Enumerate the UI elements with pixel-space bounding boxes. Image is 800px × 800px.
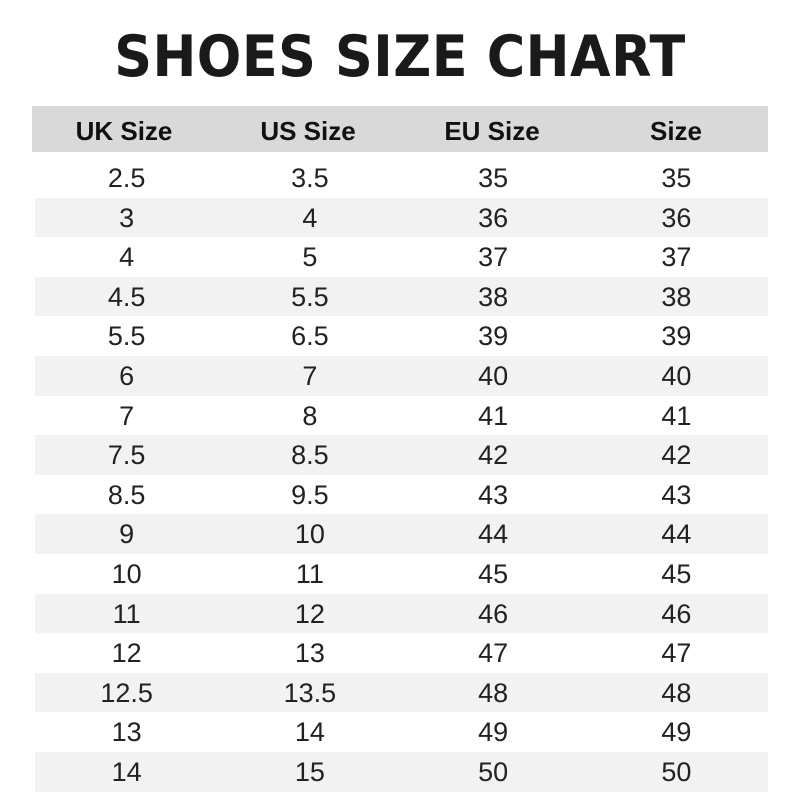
cell-us-size: 12 xyxy=(294,598,325,629)
cell-us-size: 7 xyxy=(302,360,318,391)
cell-eu-size: 37 xyxy=(478,242,509,273)
header-uk-size: UK Size xyxy=(75,116,173,146)
cell-us-size: 5.5 xyxy=(291,281,329,312)
cell-uk-size: 13 xyxy=(111,717,142,748)
cell-size: 49 xyxy=(661,717,692,748)
cell-eu-size: 36 xyxy=(478,202,509,233)
header-us-size: US Size xyxy=(260,116,356,146)
cell-uk-size: 9 xyxy=(119,519,135,550)
table-row: 2.5 3.5 35 35 xyxy=(35,158,768,198)
cell-eu-size: 49 xyxy=(478,717,509,748)
cell-size: 46 xyxy=(661,598,692,629)
cell-us-size: 13.5 xyxy=(283,677,337,708)
header-eu-size: EU Size xyxy=(444,116,540,146)
table-row: 13 14 49 49 xyxy=(35,712,768,752)
cell-us-size: 9.5 xyxy=(291,479,329,510)
table-row: 11 12 46 46 xyxy=(35,593,768,634)
cell-eu-size: 43 xyxy=(478,479,509,510)
cell-eu-size: 35 xyxy=(478,163,509,193)
cell-size: 40 xyxy=(661,360,692,391)
table-row: 6 7 40 40 xyxy=(35,355,768,396)
cell-size: 50 xyxy=(661,756,692,787)
cell-us-size: 6.5 xyxy=(291,321,329,352)
cell-uk-size: 4 xyxy=(119,242,135,273)
table-row: 4 5 37 37 xyxy=(35,237,768,277)
cell-size: 43 xyxy=(661,479,692,510)
cell-eu-size: 44 xyxy=(478,519,509,550)
cell-eu-size: 41 xyxy=(478,400,509,431)
table-body: 2.5 3.5 35 35 3 4 36 36 4 5 37 37 4.5 5.5 38 38 5.5 6.5 39… xyxy=(35,158,768,792)
page-title: SHOES SIZE CHART xyxy=(114,24,686,90)
cell-size: 42 xyxy=(661,440,692,471)
cell-uk-size: 7.5 xyxy=(107,440,146,471)
cell-uk-size: 5.5 xyxy=(107,321,146,352)
cell-uk-size: 8.5 xyxy=(107,479,146,510)
cell-uk-size: 10 xyxy=(111,558,142,589)
cell-size: 45 xyxy=(661,558,692,589)
cell-uk-size: 4.5 xyxy=(107,281,146,312)
cell-us-size: 11 xyxy=(295,558,324,589)
cell-us-size: 13 xyxy=(294,638,325,669)
cell-uk-size: 7 xyxy=(119,400,135,431)
cell-size: 41 xyxy=(661,400,692,431)
cell-size: 35 xyxy=(661,163,692,193)
cell-size: 47 xyxy=(661,638,692,669)
cell-uk-size: 12.5 xyxy=(100,677,153,708)
table-row: 7 8 41 41 xyxy=(35,396,768,436)
cell-us-size: 8 xyxy=(302,400,318,431)
table-row: 14 15 50 50 xyxy=(35,751,768,792)
cell-uk-size: 3 xyxy=(119,202,135,233)
cell-us-size: 8.5 xyxy=(291,440,329,471)
table-row: 4.5 5.5 38 38 xyxy=(35,276,768,317)
table-row: 5.5 6.5 39 39 xyxy=(35,316,768,356)
cell-us-size: 4 xyxy=(302,202,318,233)
cell-size: 37 xyxy=(661,242,692,273)
table-row: 12.5 13.5 48 48 xyxy=(35,672,768,713)
cell-eu-size: 50 xyxy=(478,756,509,787)
cell-us-size: 10 xyxy=(294,519,325,550)
cell-size: 39 xyxy=(661,321,692,352)
cell-eu-size: 45 xyxy=(478,558,509,589)
table-row: 9 10 44 44 xyxy=(35,514,768,554)
table-row: 8.5 9.5 43 43 xyxy=(35,475,768,515)
cell-us-size: 14 xyxy=(294,717,325,748)
cell-uk-size: 6 xyxy=(119,360,135,391)
cell-eu-size: 46 xyxy=(478,598,509,629)
table-row: 12 13 47 47 xyxy=(35,633,768,673)
cell-eu-size: 42 xyxy=(478,440,509,471)
table-row: 10 11 45 45 xyxy=(35,554,768,594)
cell-size: 44 xyxy=(661,519,692,550)
cell-eu-size: 48 xyxy=(478,677,509,708)
cell-eu-size: 40 xyxy=(478,360,509,391)
cell-us-size: 5 xyxy=(302,242,318,273)
cell-uk-size: 2.5 xyxy=(107,163,146,193)
table-row: 3 4 36 36 xyxy=(35,197,768,238)
cell-uk-size: 11 xyxy=(112,598,141,629)
table-row: 7.5 8.5 42 42 xyxy=(35,435,768,475)
cell-uk-size: 12 xyxy=(111,638,142,669)
cell-uk-size: 14 xyxy=(111,756,142,787)
table-header: UK Size US Size EU Size Size xyxy=(32,106,768,152)
cell-eu-size: 47 xyxy=(478,638,509,669)
cell-us-size: 3.5 xyxy=(291,163,329,193)
cell-size: 48 xyxy=(661,677,692,708)
cell-size: 36 xyxy=(661,202,692,233)
cell-eu-size: 38 xyxy=(478,281,509,312)
header-size: Size xyxy=(649,116,703,146)
cell-us-size: 15 xyxy=(294,756,325,787)
cell-size: 38 xyxy=(661,281,692,312)
cell-eu-size: 39 xyxy=(478,321,509,352)
